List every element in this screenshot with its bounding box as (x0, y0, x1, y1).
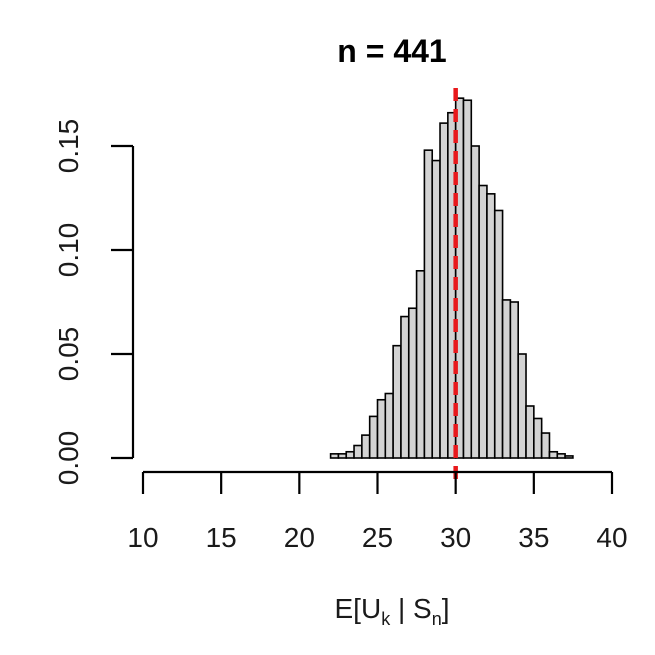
x-tick-label: 30 (440, 522, 471, 553)
histogram-bar (493, 209, 504, 459)
histogram-bar (462, 99, 473, 459)
histogram-bar (470, 145, 480, 459)
y-tick-label: 0.10 (53, 223, 84, 278)
histogram-bar (501, 299, 512, 459)
histogram-bar (540, 432, 551, 459)
x-tick-label: 10 (127, 522, 158, 553)
histogram-bar (415, 269, 426, 459)
histogram-bar (478, 184, 488, 459)
chart-title: n = 441 (337, 33, 446, 69)
histogram-bar (439, 122, 449, 459)
histogram-bars (329, 97, 574, 459)
histogram-bar (509, 301, 520, 459)
histogram-bar (525, 405, 535, 459)
histogram-bar (548, 450, 559, 459)
histogram-bar (376, 398, 387, 459)
histogram-bar (368, 415, 379, 459)
x-axis: 10 15 20 25 30 35 40 (127, 470, 628, 553)
histogram-bar (345, 450, 355, 459)
x-tick-label: 25 (362, 522, 393, 553)
x-label-end: ] (442, 593, 450, 624)
histogram-bar (556, 453, 566, 459)
histogram-bar (564, 455, 574, 459)
y-tick-label: 0.00 (53, 431, 84, 486)
x-label-mid: | S (390, 593, 432, 624)
y-tick-label: 0.15 (53, 119, 84, 174)
histogram-bar (361, 434, 371, 459)
histogram-bar (384, 392, 394, 459)
x-tick-label: 20 (284, 522, 315, 553)
x-tick-label: 35 (518, 522, 549, 553)
x-label-subscript-n: n (432, 609, 442, 629)
histogram-bar (407, 307, 418, 459)
histogram-bar (431, 159, 441, 459)
histogram-bar (337, 453, 348, 459)
y-tick-label: 0.05 (53, 327, 84, 382)
histogram-bar (533, 417, 543, 459)
histogram-bar (400, 315, 410, 459)
x-label-subscript-k: k (381, 609, 391, 629)
x-axis-label: E[Uk | Sn] (335, 593, 450, 629)
histogram-bar (423, 149, 434, 459)
x-tick-label: 40 (596, 522, 627, 553)
y-axis: 0.00 0.05 0.10 0.15 (53, 119, 135, 486)
x-label-main: E[U (335, 593, 382, 624)
histogram-bar (517, 353, 527, 459)
histogram-bar (486, 193, 496, 459)
histogram-bar (329, 453, 340, 459)
histogram-bar (392, 344, 402, 459)
x-tick-label: 15 (206, 522, 237, 553)
histogram-bar (353, 444, 363, 459)
